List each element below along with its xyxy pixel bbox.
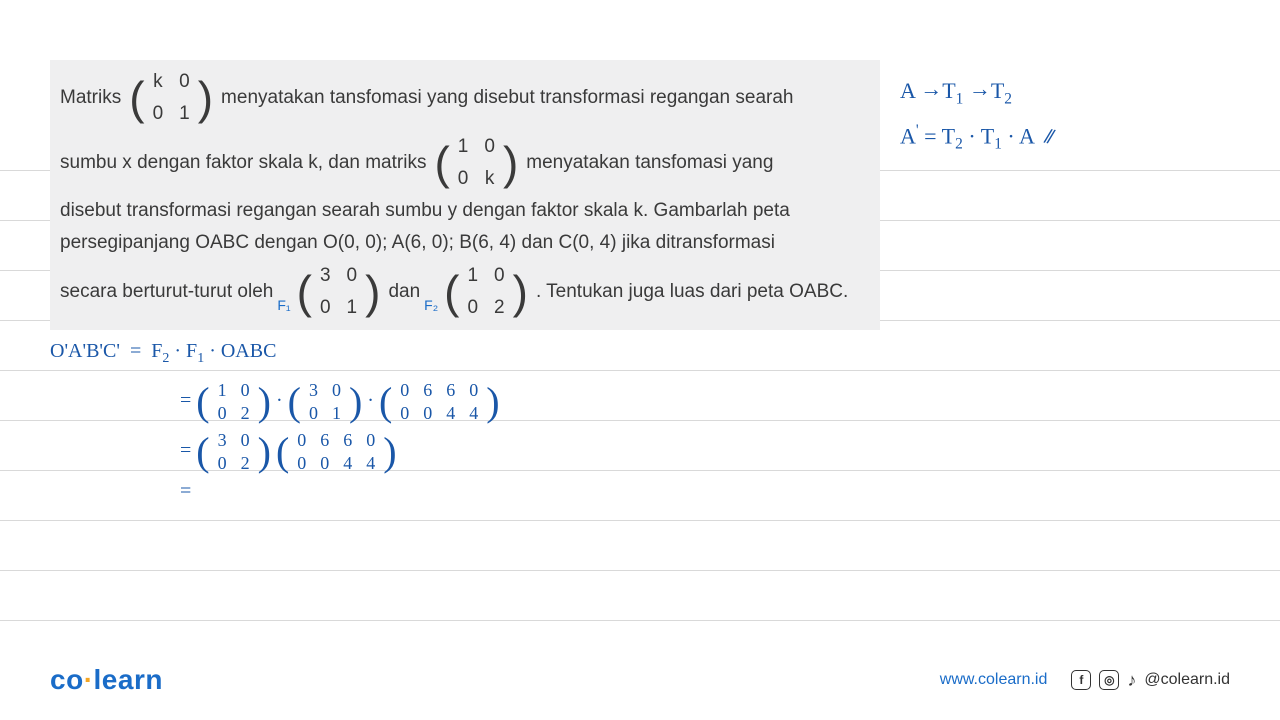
instagram-icon[interactable]: ◎ — [1099, 670, 1119, 690]
problem-line: sumbu x dengan faktor skala k, dan matri… — [60, 147, 426, 179]
handwriting-line4: = — [180, 480, 191, 503]
problem-word: dan — [388, 276, 420, 308]
handwriting-sequence: A →T1 →T2 — [900, 78, 1012, 108]
hand-matrix-product1: ( 30 02 ) — [196, 428, 271, 476]
tiktok-icon[interactable]: ♪ — [1127, 670, 1136, 691]
problem-line: secara berturut-turut oleh — [60, 276, 273, 308]
matrix-f1: ( 30 01 ) — [297, 260, 381, 325]
handwriting-line3: = ( 30 02 ) ( 0660 0044 ) — [180, 428, 397, 476]
hand-matrix-f2: ( 10 02 ) — [196, 378, 271, 426]
handwriting-line1: O'A'B'C' = F2 · F1 · OABC — [50, 340, 276, 367]
problem-line: . Tentukan juga luas dari peta OABC. — [536, 276, 848, 308]
footer: co·learn www.colearn.id f ◎ ♪ @colearn.i… — [0, 640, 1280, 720]
problem-text: Matriks ( k0 01 ) menyatakan tansfomasi … — [50, 60, 880, 330]
matrix-10-0k: ( 10 0k ) — [434, 131, 518, 196]
facebook-icon[interactable]: f — [1071, 670, 1091, 690]
hand-matrix-oabc: ( 0660 0044 ) — [379, 378, 500, 426]
handwriting-line2: = ( 10 02 ) · ( 30 01 ) · ( 0660 0044 ) — [180, 378, 500, 426]
hand-matrix-f1: ( 30 01 ) — [288, 378, 363, 426]
social-handles: f ◎ ♪ @colearn.id — [1071, 670, 1230, 691]
problem-line: menyatakan tansfomasi yang — [526, 147, 773, 179]
problem-word: Matriks — [60, 82, 121, 114]
label-f2: F₂ — [424, 294, 438, 318]
hand-matrix-product2: ( 0660 0044 ) — [276, 428, 397, 476]
problem-line: menyatakan tansfomasi yang disebut trans… — [221, 82, 793, 114]
matrix-f2: ( 10 02 ) — [444, 260, 528, 325]
problem-line: disebut transformasi regangan searah sum… — [60, 195, 790, 227]
matrix-k0-01: ( k0 01 ) — [129, 66, 213, 131]
label-f1: F₁ — [277, 294, 290, 318]
problem-line: persegipanjang OABC dengan O(0, 0); A(6,… — [60, 227, 775, 259]
footer-url[interactable]: www.colearn.id — [940, 671, 1048, 689]
social-handle-text: @colearn.id — [1144, 671, 1230, 689]
handwriting-formula: A' = T2 · T1 · A // — [900, 122, 1051, 154]
logo: co·learn — [50, 664, 163, 696]
